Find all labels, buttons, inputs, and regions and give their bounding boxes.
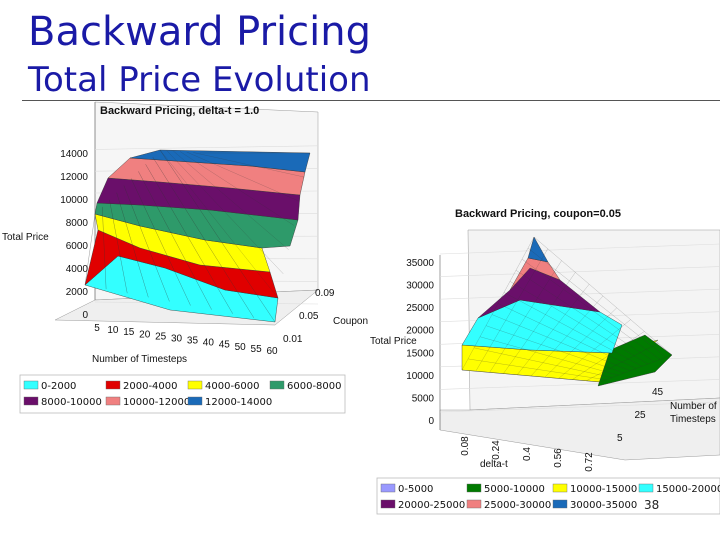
chart2-x-tick: 0.4 [522, 447, 533, 461]
chart2-y-tick: 25 [635, 410, 647, 421]
chart2-legend-label: 30000-35000 [570, 500, 637, 511]
chart2-ylabel-line2: Timesteps [670, 414, 716, 425]
chart1-legend-label: 6000-8000 [287, 381, 342, 392]
chart1-y-tick: 0.01 [283, 334, 303, 345]
chart1-z-ticks: 0 2000 4000 6000 8000 10000 12000 14000 [60, 149, 88, 321]
chart1-z-tick: 6000 [66, 241, 89, 252]
chart2-z-tick: 5000 [412, 393, 435, 404]
chart2-z-tick: 25000 [406, 303, 434, 314]
chart2-legend-swatch [639, 484, 653, 492]
chart1-legend-swatch [24, 397, 38, 405]
chart1-legend-label: 2000-4000 [123, 381, 178, 392]
chart1-z-tick: 14000 [60, 149, 88, 160]
chart2-x-tick: 0.08 [460, 436, 471, 456]
chart2-legend-label: 0-5000 [398, 484, 433, 495]
chart1-z-tick: 10000 [60, 195, 88, 206]
chart1-z-tick: 4000 [66, 264, 89, 275]
chart1-legend-swatch [270, 381, 284, 389]
chart2-legend-swatch [553, 484, 567, 492]
chart2-legend-swatch [467, 500, 481, 508]
chart2-legend-label: 15000-20000 [656, 484, 720, 495]
chart1-legend-swatch [106, 397, 120, 405]
chart1-x-tick: 40 [203, 338, 215, 349]
chart2-legend-label: 5000-10000 [484, 484, 545, 495]
chart1-x-tick: 60 [266, 346, 278, 357]
chart2-z-tick: 20000 [406, 326, 434, 337]
chart1-title: Backward Pricing, delta-t = 1.0 [100, 105, 259, 117]
chart1-x-tick: 20 [139, 329, 151, 340]
chart1-z-tick: 2000 [66, 287, 89, 298]
chart1-x-ticks: 5 10 15 20 25 30 35 40 45 50 55 60 [94, 323, 278, 357]
chart1-y-tick: 0.05 [299, 311, 319, 322]
chart1-x-tick: 10 [107, 325, 119, 336]
chart1-x-tick: 50 [235, 342, 247, 353]
chart1-y-tick: 0.09 [315, 288, 335, 299]
chart1-legend-label: 12000-14000 [205, 397, 272, 408]
chart2-legend-swatch [467, 484, 481, 492]
chart2-legend-swatch [381, 500, 395, 508]
chart1-x-tick: 55 [251, 344, 263, 355]
chart1-zlabel: Total Price [2, 232, 49, 243]
chart2-legend-swatch [553, 500, 567, 508]
chart1-x-tick: 15 [123, 327, 135, 338]
chart1-x-tick: 25 [155, 331, 167, 342]
chart1-z-tick: 0 [82, 310, 88, 321]
chart2-ylabel-line1: Number of [670, 401, 717, 412]
chart2-legend-label: 20000-25000 [398, 500, 465, 511]
chart2-y-tick: 5 [617, 433, 623, 444]
chart2-z-tick: 10000 [406, 371, 434, 382]
chart2-zlabel: Total Price [370, 336, 417, 347]
chart1-legend-swatch [188, 397, 202, 405]
chart1 [55, 102, 318, 325]
chart1-z-tick: 12000 [60, 172, 88, 183]
chart2-y-tick: 45 [652, 387, 664, 398]
chart2-legend-swatch [381, 484, 395, 492]
chart2-x-tick: 0.56 [553, 448, 564, 468]
chart1-x-tick: 5 [94, 323, 100, 334]
chart1-xlabel: Number of Timesteps [92, 354, 187, 365]
chart1-legend-swatch [24, 381, 38, 389]
chart2-x-tick: 0.72 [584, 452, 595, 472]
chart2-x-tick: 0.24 [491, 440, 502, 460]
chart1-legend-swatch [188, 381, 202, 389]
chart1-z-tick: 8000 [66, 218, 89, 229]
chart2-legend-label: 25000-30000 [484, 500, 551, 511]
chart2-z-tick: 30000 [406, 281, 434, 292]
chart2-title: Backward Pricing, coupon=0.05 [455, 208, 621, 220]
chart1-ylabel: Coupon [333, 316, 368, 327]
chart2 [440, 230, 720, 460]
chart2-legend-label: 10000-15000 [570, 484, 637, 495]
chart1-legend-label: 10000-12000 [123, 397, 190, 408]
chart2-z-tick: 35000 [406, 258, 434, 269]
chart1-legend-label: 4000-6000 [205, 381, 260, 392]
chart1-x-tick: 35 [187, 336, 199, 347]
chart2-z-tick: 0 [428, 416, 434, 427]
chart1-legend-label: 0-2000 [41, 381, 76, 392]
chart2-z-tick: 15000 [406, 348, 434, 359]
page-number: 38 [644, 498, 659, 512]
chart1-legend-swatch [106, 381, 120, 389]
chart1-x-tick: 30 [171, 333, 183, 344]
chart1-x-tick: 45 [219, 340, 231, 351]
chart1-legend-label: 8000-10000 [41, 397, 102, 408]
